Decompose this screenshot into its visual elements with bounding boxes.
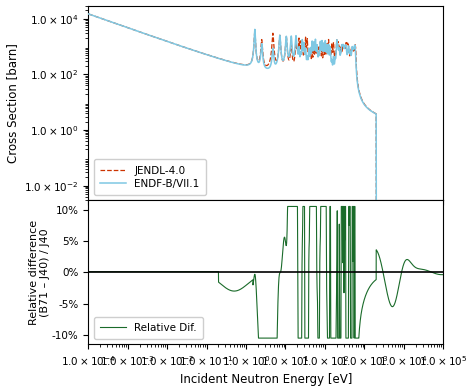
Relative Dif. — [255, 336, 261, 340]
Relative Dif. — [368, 283, 373, 288]
JENDL-4.0 — [440, 228, 446, 232]
Relative Dif. — [103, 269, 109, 274]
JENDL-4.0 — [86, 11, 91, 16]
ENDF-B/VII.1 — [311, 40, 316, 44]
Y-axis label: Relative difference
(B71 – J40) / J40: Relative difference (B71 – J40) / J40 — [29, 220, 51, 325]
ENDF-B/VII.1 — [430, 230, 436, 235]
Line: ENDF-B/VII.1: ENDF-B/VII.1 — [88, 14, 443, 233]
ENDF-B/VII.1 — [103, 18, 109, 22]
JENDL-4.0 — [311, 45, 316, 49]
Relative Dif. — [349, 336, 354, 340]
X-axis label: Incident Neutron Energy [eV]: Incident Neutron Energy [eV] — [180, 374, 352, 387]
ENDF-B/VII.1 — [368, 108, 373, 113]
Relative Dif. — [285, 204, 290, 209]
ENDF-B/VII.1 — [440, 230, 446, 235]
JENDL-4.0 — [103, 18, 109, 22]
Legend: JENDL-4.0, ENDF-B/VII.1: JENDL-4.0, ENDF-B/VII.1 — [94, 160, 206, 195]
Relative Dif. — [296, 336, 301, 340]
Relative Dif. — [311, 204, 317, 209]
Relative Dif. — [86, 269, 91, 274]
Relative Dif. — [440, 272, 446, 277]
ENDF-B/VII.1 — [86, 11, 91, 16]
JENDL-4.0 — [296, 47, 301, 52]
JENDL-4.0 — [368, 108, 373, 113]
Y-axis label: Cross Section [barn]: Cross Section [barn] — [6, 43, 18, 163]
Line: JENDL-4.0: JENDL-4.0 — [88, 14, 443, 230]
JENDL-4.0 — [214, 55, 219, 60]
Line: Relative Dif.: Relative Dif. — [88, 207, 443, 338]
ENDF-B/VII.1 — [349, 52, 354, 56]
Relative Dif. — [214, 269, 219, 274]
ENDF-B/VII.1 — [296, 51, 301, 56]
JENDL-4.0 — [349, 47, 354, 51]
ENDF-B/VII.1 — [214, 56, 219, 60]
Legend: Relative Dif.: Relative Dif. — [94, 317, 203, 339]
